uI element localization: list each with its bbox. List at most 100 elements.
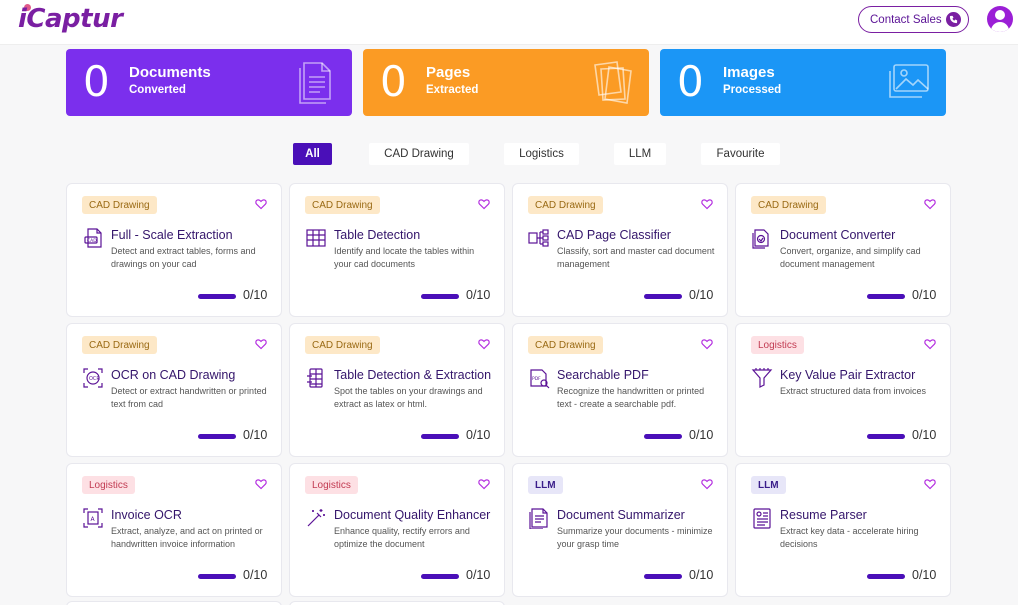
category-tag: Logistics [751, 336, 804, 354]
svg-text:OCR: OCR [89, 376, 100, 382]
heart-icon[interactable] [255, 478, 267, 490]
stat-value: 0 [677, 57, 704, 106]
stat-value: 0 [83, 57, 110, 106]
svg-text:PDF: PDF [532, 376, 541, 382]
card-description: Detect or extract handwritten or printed… [111, 386, 267, 409]
card-title: CAD Page Classifier [557, 228, 671, 242]
usage-progress-bar [644, 434, 682, 439]
tool-card[interactable]: Logistics A Invoice OCR Extract, analyze, a… [66, 463, 282, 597]
card-title: Document Converter [780, 228, 896, 242]
category-tag: CAD Drawing [82, 336, 157, 354]
card-title: Document Summarizer [557, 508, 685, 522]
card-description: Detect and extract tables, forms and dra… [111, 246, 256, 269]
heart-icon[interactable] [255, 338, 267, 350]
document-stack-icon [299, 62, 331, 104]
table-extract-icon [307, 368, 323, 388]
usage-progress-bar [198, 574, 236, 579]
usage-count: 0/10 [912, 428, 937, 442]
card-peek [66, 601, 282, 605]
usage-count: 0/10 [243, 428, 268, 442]
card-description: Summarize your documents - minimize your… [557, 526, 713, 549]
filter-all[interactable]: All [293, 143, 332, 165]
tool-card[interactable]: LLM Resume Parser Extract key data - accel… [735, 463, 951, 597]
category-tag: CAD Drawing [751, 196, 826, 214]
card-description: Spot the tables on your drawings and ext… [334, 386, 483, 409]
ocr-icon: OCR [83, 368, 103, 388]
filter-bar: All CAD Drawing Logistics LLM Favourite [0, 143, 1018, 165]
usage-progress-bar [421, 294, 459, 299]
usage-count: 0/10 [466, 428, 491, 442]
category-tag: CAD Drawing [305, 336, 380, 354]
card-description: Convert, organize, and simplify cad docu… [780, 246, 921, 269]
pages-icon [594, 61, 632, 104]
usage-progress-bar [644, 574, 682, 579]
classifier-icon [528, 229, 549, 247]
user-avatar-icon[interactable] [987, 6, 1013, 32]
heart-icon[interactable] [701, 338, 713, 350]
stat-title: Documents [129, 64, 211, 81]
heart-icon[interactable] [924, 198, 936, 210]
category-tag: Logistics [82, 476, 135, 494]
usage-progress-bar [867, 294, 905, 299]
images-icon [889, 64, 929, 98]
heart-icon[interactable] [478, 478, 490, 490]
tool-card[interactable]: Logistics Document Quality Enhancer Enhanc… [289, 463, 505, 597]
category-tag: CAD Drawing [528, 336, 603, 354]
table-icon [306, 229, 326, 247]
funnel-icon [751, 368, 773, 388]
usage-count: 0/10 [912, 288, 937, 302]
filter-logistics[interactable]: Logistics [504, 143, 579, 165]
tool-card[interactable]: CAD Drawing Table Detection Identify and l… [289, 183, 505, 317]
card-description: Extract, analyze, and act on printed or … [111, 526, 263, 549]
card-title: Document Quality Enhancer [334, 508, 491, 522]
cad-file-icon: CAD [84, 228, 102, 248]
resume-icon [753, 508, 771, 529]
stat-subtitle: Processed [723, 84, 782, 96]
top-header: iCaptur Contact Sales [0, 0, 1018, 45]
converter-icon [752, 229, 769, 249]
usage-progress-bar [198, 434, 236, 439]
card-description: Recognize the handwritten or printed tex… [557, 386, 705, 409]
usage-count: 0/10 [912, 568, 937, 582]
category-tag: CAD Drawing [528, 196, 603, 214]
heart-icon[interactable] [924, 478, 936, 490]
tool-card[interactable]: CAD Drawing Document Converter Convert, or… [735, 183, 951, 317]
usage-progress-bar [198, 294, 236, 299]
filter-cad-drawing[interactable]: CAD Drawing [369, 143, 469, 165]
phone-icon [946, 12, 961, 27]
tool-card[interactable]: CAD Drawing PDF Searchable PDF Recognize th… [512, 323, 728, 457]
category-tag: CAD Drawing [82, 196, 157, 214]
contact-sales-button[interactable]: Contact Sales [858, 6, 969, 33]
usage-count: 0/10 [689, 568, 714, 582]
logo[interactable]: iCaptur [18, 4, 123, 34]
tool-card[interactable]: CAD Drawing CAD Page Classifier Classify, … [512, 183, 728, 317]
tool-card[interactable]: CAD Drawing Table Detection & Extraction S… [289, 323, 505, 457]
usage-count: 0/10 [689, 428, 714, 442]
card-description: Enhance quality, rectify errors and opti… [334, 526, 470, 549]
heart-icon[interactable] [701, 478, 713, 490]
heart-icon[interactable] [701, 198, 713, 210]
filter-llm[interactable]: LLM [614, 143, 666, 165]
tool-card[interactable]: CAD Drawing OCR OCR on CAD Drawing Detect o… [66, 323, 282, 457]
stat-documents: 0 Documents Converted [66, 49, 352, 116]
stat-value: 0 [380, 57, 407, 106]
stat-images: 0 Images Processed [660, 49, 946, 116]
tool-card[interactable]: Logistics Key Value Pair Extractor Extract… [735, 323, 951, 457]
heart-icon[interactable] [924, 338, 936, 350]
card-title: Key Value Pair Extractor [780, 368, 916, 382]
card-title: Table Detection [334, 228, 421, 242]
tool-card[interactable]: LLM Document Summarizer Summarize your doc… [512, 463, 728, 597]
searchable-pdf-icon: PDF [530, 369, 550, 389]
svg-text:CAD: CAD [87, 238, 97, 244]
stat-title: Images [723, 64, 775, 81]
magic-wand-icon [307, 509, 325, 527]
filter-favourite[interactable]: Favourite [701, 143, 780, 165]
heart-icon[interactable] [478, 198, 490, 210]
heart-icon[interactable] [478, 338, 490, 350]
tool-card[interactable]: CAD Drawing CAD Full - Scale Extraction Det… [66, 183, 282, 317]
logo-dot [24, 4, 31, 11]
heart-icon[interactable] [255, 198, 267, 210]
svg-text:A: A [91, 516, 96, 523]
category-tag: Logistics [305, 476, 358, 494]
usage-progress-bar [421, 434, 459, 439]
